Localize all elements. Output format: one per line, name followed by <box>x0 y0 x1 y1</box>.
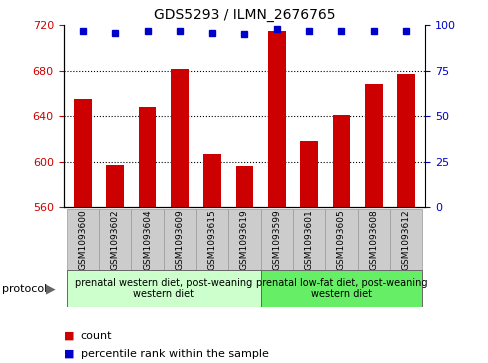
Text: GSM1093599: GSM1093599 <box>272 209 281 270</box>
Text: GSM1093609: GSM1093609 <box>175 209 184 270</box>
Text: GSM1093612: GSM1093612 <box>401 209 410 270</box>
Bar <box>228 209 260 270</box>
Bar <box>196 209 228 270</box>
Bar <box>332 115 349 207</box>
Text: ▶: ▶ <box>45 282 55 295</box>
Bar <box>131 209 163 270</box>
Bar <box>235 166 253 207</box>
Text: GSM1093605: GSM1093605 <box>336 209 345 270</box>
Bar <box>163 209 196 270</box>
Text: GSM1093619: GSM1093619 <box>240 209 248 270</box>
Bar <box>364 85 382 207</box>
Bar <box>139 107 156 207</box>
Bar <box>106 165 124 207</box>
Bar <box>292 209 325 270</box>
Bar <box>300 141 317 207</box>
Bar <box>267 31 285 207</box>
Bar <box>260 209 292 270</box>
Text: GSM1093604: GSM1093604 <box>143 209 152 270</box>
Bar <box>325 209 357 270</box>
Text: GSM1093608: GSM1093608 <box>368 209 377 270</box>
Text: ■: ■ <box>63 349 78 359</box>
Text: GSM1093600: GSM1093600 <box>78 209 87 270</box>
Bar <box>203 154 221 207</box>
Bar <box>99 209 131 270</box>
Text: count: count <box>81 331 112 341</box>
Text: protocol: protocol <box>2 284 48 294</box>
Bar <box>396 74 414 207</box>
Bar <box>260 270 421 307</box>
Text: GSM1093615: GSM1093615 <box>207 209 216 270</box>
Text: GSM1093601: GSM1093601 <box>304 209 313 270</box>
Text: percentile rank within the sample: percentile rank within the sample <box>81 349 268 359</box>
Text: prenatal low-fat diet, post-weaning
western diet: prenatal low-fat diet, post-weaning west… <box>255 278 427 299</box>
Bar <box>357 209 389 270</box>
Text: prenatal western diet, post-weaning
western diet: prenatal western diet, post-weaning west… <box>75 278 252 299</box>
Text: ■: ■ <box>63 331 78 341</box>
Text: GSM1093602: GSM1093602 <box>111 209 120 270</box>
Bar <box>74 99 92 207</box>
Title: GDS5293 / ILMN_2676765: GDS5293 / ILMN_2676765 <box>153 8 335 22</box>
Bar <box>389 209 421 270</box>
Bar <box>67 270 260 307</box>
Bar <box>67 209 99 270</box>
Bar <box>171 69 188 207</box>
